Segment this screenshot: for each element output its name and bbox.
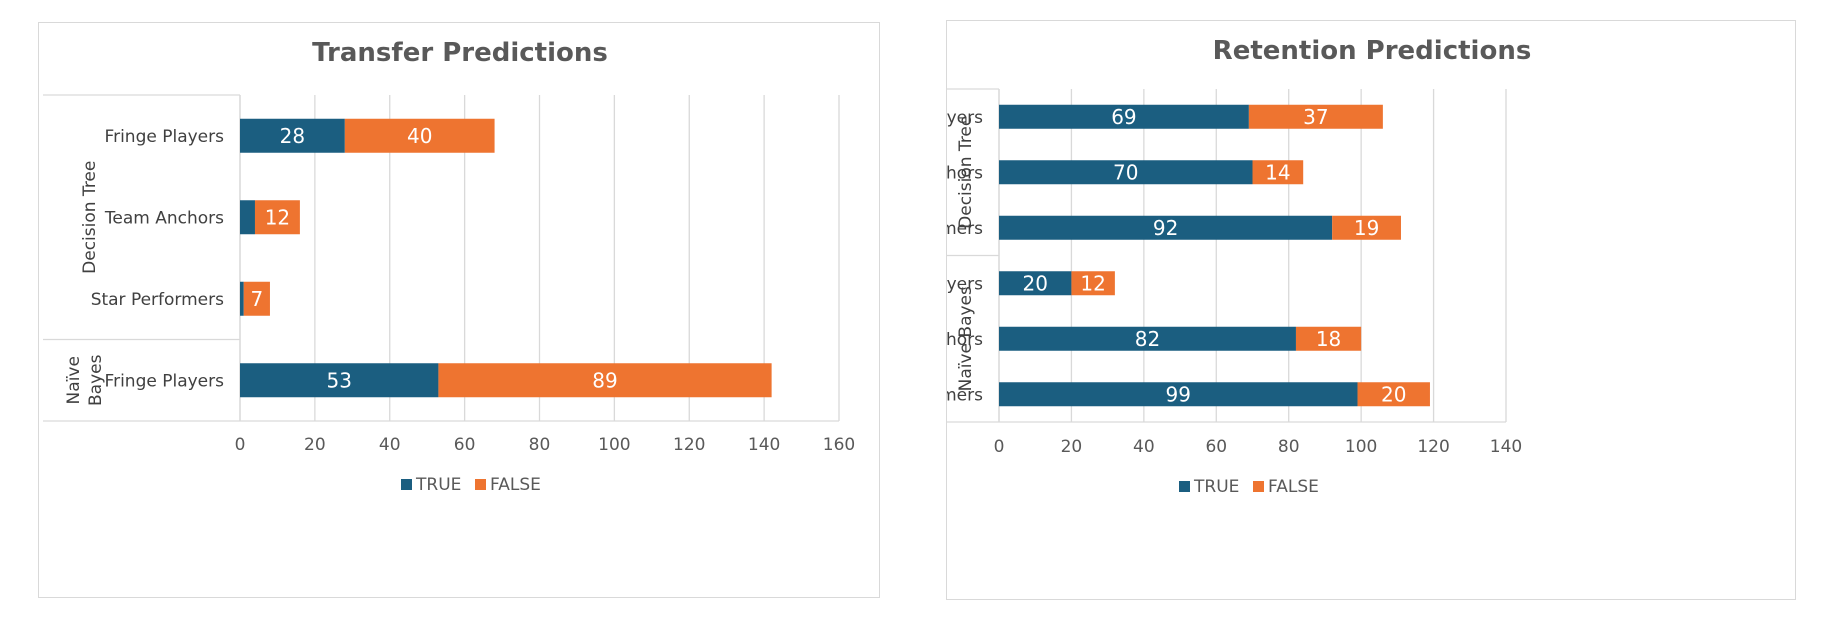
data-label-false: 12 <box>265 205 290 229</box>
bar-false-team-anchors <box>1252 160 1304 185</box>
data-label-false: 19 <box>1354 216 1379 240</box>
x-tick-label: 140 <box>1490 437 1522 457</box>
group-label-line: Bayes <box>86 354 106 406</box>
x-tick-label: 140 <box>748 435 780 455</box>
chart-title: Transfer Predictions <box>312 38 608 68</box>
data-label-true: 28 <box>280 124 305 148</box>
x-tick-label: 40 <box>379 435 401 455</box>
group-label-line: Naïve <box>64 356 84 404</box>
legend-label-false: FALSE <box>1268 477 1319 497</box>
retention-predictions-chart: Retention Predictions 0 20 40 60 80 100 120 140 D… <box>947 36 1532 497</box>
category-label-star-performers: Star Performers <box>91 290 224 310</box>
x-tick-label: 80 <box>529 435 551 455</box>
data-label-true: 69 <box>1111 105 1136 129</box>
category-label-fringe-players: Fringe Players <box>105 127 225 147</box>
bar-false-team-anchors <box>1295 326 1362 351</box>
data-label-false: 20 <box>1381 382 1406 406</box>
x-tick-label: 100 <box>598 435 630 455</box>
group-label-decision-tree: Decision Tree <box>956 116 976 229</box>
legend-swatch-true <box>401 479 412 490</box>
chart-panel-transfer: Transfer Predictions 0 20 40 60 80 100 120 140 16… <box>38 22 880 598</box>
x-tick-label: 100 <box>1345 437 1377 457</box>
category-label-team-anchors: Team Anchors <box>104 208 224 228</box>
legend: TRUE FALSE <box>401 475 541 495</box>
data-label-true: 82 <box>1135 327 1160 351</box>
category-label-fringe-players: Fringe Players <box>105 371 225 391</box>
data-label-false: 12 <box>1080 271 1105 295</box>
x-tick-label: 60 <box>454 435 476 455</box>
x-tick-label: 120 <box>1417 437 1449 457</box>
bar-false-fringe-players <box>344 118 495 153</box>
x-tick-label: 20 <box>304 435 326 455</box>
bar-false-fringe-players <box>1071 271 1115 296</box>
bar-true-fringe-players <box>999 104 1249 129</box>
x-tick-label: 20 <box>1061 437 1083 457</box>
data-label-false: 14 <box>1265 160 1290 184</box>
bar-true-fringe-players <box>240 363 439 398</box>
group-label-naive-bayes: Naïve Bayes <box>956 286 976 391</box>
bar-false-star-performers <box>243 281 270 316</box>
x-tick-label: 120 <box>673 435 705 455</box>
data-label-true: 53 <box>326 368 351 392</box>
x-tick-label: 0 <box>235 435 246 455</box>
bar-true-star-performers <box>240 281 244 316</box>
bar-false-star-performers <box>1357 382 1430 407</box>
legend-label-false: FALSE <box>490 475 541 495</box>
bar-false-fringe-players <box>438 363 772 398</box>
data-label-false: 37 <box>1303 105 1328 129</box>
x-tick-label: 60 <box>1205 437 1227 457</box>
bar-true-team-anchors <box>240 200 255 235</box>
bar-true-star-performers <box>999 382 1358 407</box>
bar-true-team-anchors <box>999 326 1296 351</box>
legend-label-true: TRUE <box>415 475 461 495</box>
data-label-false: 89 <box>592 368 617 392</box>
data-label-true: 99 <box>1166 382 1191 406</box>
data-label-true: 92 <box>1153 216 1178 240</box>
legend-swatch-false <box>475 479 486 490</box>
category-label-fringe-players: Fringe Players <box>947 274 983 294</box>
legend: TRUE FALSE <box>1179 477 1319 497</box>
transfer-predictions-chart: Transfer Predictions 0 20 40 60 80 100 120 140 16… <box>43 38 855 495</box>
category-label-star-performers: Star Performers <box>947 219 983 239</box>
group-label-decision-tree: Decision Tree <box>80 161 100 274</box>
category-label-team-anchors: Team Anchors <box>947 163 983 183</box>
bar-true-fringe-players <box>999 271 1072 296</box>
chart-title: Retention Predictions <box>1213 36 1532 66</box>
bar-true-team-anchors <box>999 160 1253 185</box>
legend-swatch-false <box>1253 481 1264 492</box>
data-label-true: 70 <box>1113 160 1138 184</box>
data-label-true: 20 <box>1022 271 1047 295</box>
x-tick-label: 0 <box>994 437 1005 457</box>
category-label-star-performers: Star Performers <box>947 385 983 405</box>
legend-swatch-true <box>1179 481 1190 492</box>
bar-false-fringe-players <box>1248 104 1383 129</box>
data-label-false: 7 <box>250 287 263 311</box>
x-tick-label: 160 <box>823 435 855 455</box>
category-label-team-anchors: Team Anchors <box>947 330 983 350</box>
legend-label-true: TRUE <box>1193 477 1239 497</box>
bar-true-star-performers <box>999 215 1333 240</box>
bar-false-star-performers <box>1332 215 1401 240</box>
data-label-false: 18 <box>1316 327 1341 351</box>
x-tick-label: 40 <box>1133 437 1155 457</box>
x-tick-label: 80 <box>1278 437 1300 457</box>
bar-false-team-anchors <box>254 200 300 235</box>
chart-panel-retention: Retention Predictions 0 20 40 60 80 100 120 140 D… <box>946 20 1796 600</box>
bar-true-fringe-players <box>240 118 345 153</box>
group-label-naive-bayes: Naïve Bayes <box>64 354 106 406</box>
category-label-fringe-players: Fringe Players <box>947 108 983 128</box>
data-label-false: 40 <box>407 124 432 148</box>
